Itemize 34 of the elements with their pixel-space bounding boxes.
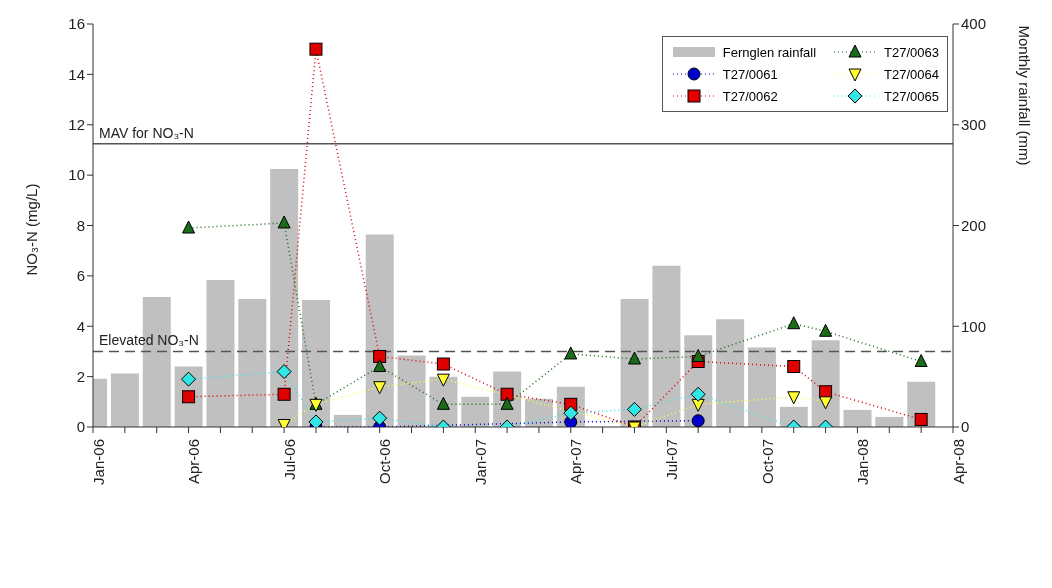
x-tick-label: Jul-07 [662,439,680,480]
y-tick-label: 2 [76,367,85,385]
y2-tick-label: 300 [961,116,987,134]
y2-tick-label: 100 [961,317,987,335]
y-tick-label: 10 [68,166,85,184]
legend-label: T27/0064 [884,66,939,82]
x-tick-label: Oct-06 [376,439,394,485]
y-tick-label: 14 [68,65,85,83]
y-tick-label: 16 [68,15,85,33]
x-tick-label: Jan-07 [471,439,489,485]
x-tick-label: Apr-06 [185,439,203,485]
legend-label: Fernglen rainfall [722,44,817,60]
legend-label: T27/0061 [722,66,778,82]
y-tick-label: 0 [76,418,85,436]
y-tick-label: 12 [68,116,85,134]
x-tick-label: Apr-07 [567,439,585,485]
legend-label: T27/0065 [884,88,939,104]
ref-line-label: Elevated NO₃-N [99,332,199,349]
y-tick-label: 4 [76,317,85,335]
y2-tick-label: 400 [961,15,987,33]
y-axis-title: NO₃-N (mg/L) [23,183,41,276]
y2-tick-label: 200 [961,216,987,234]
x-tick-label: Apr-08 [949,439,967,485]
x-tick-label: Jan-06 [89,439,107,485]
ref-line-label: MAV for NO₃-N [99,124,194,141]
x-tick-label: Oct-07 [758,439,776,485]
legend-label: T27/0062 [722,88,778,104]
x-tick-label: Jul-06 [280,439,298,480]
y2-axis-title: Monthly rainfall (mm) [1015,25,1033,166]
y-tick-label: 6 [76,267,85,285]
legend-label: T27/0063 [884,44,939,60]
x-tick-label: Jan-08 [854,439,872,485]
y-tick-label: 8 [76,216,85,234]
y2-tick-label: 0 [961,418,970,436]
